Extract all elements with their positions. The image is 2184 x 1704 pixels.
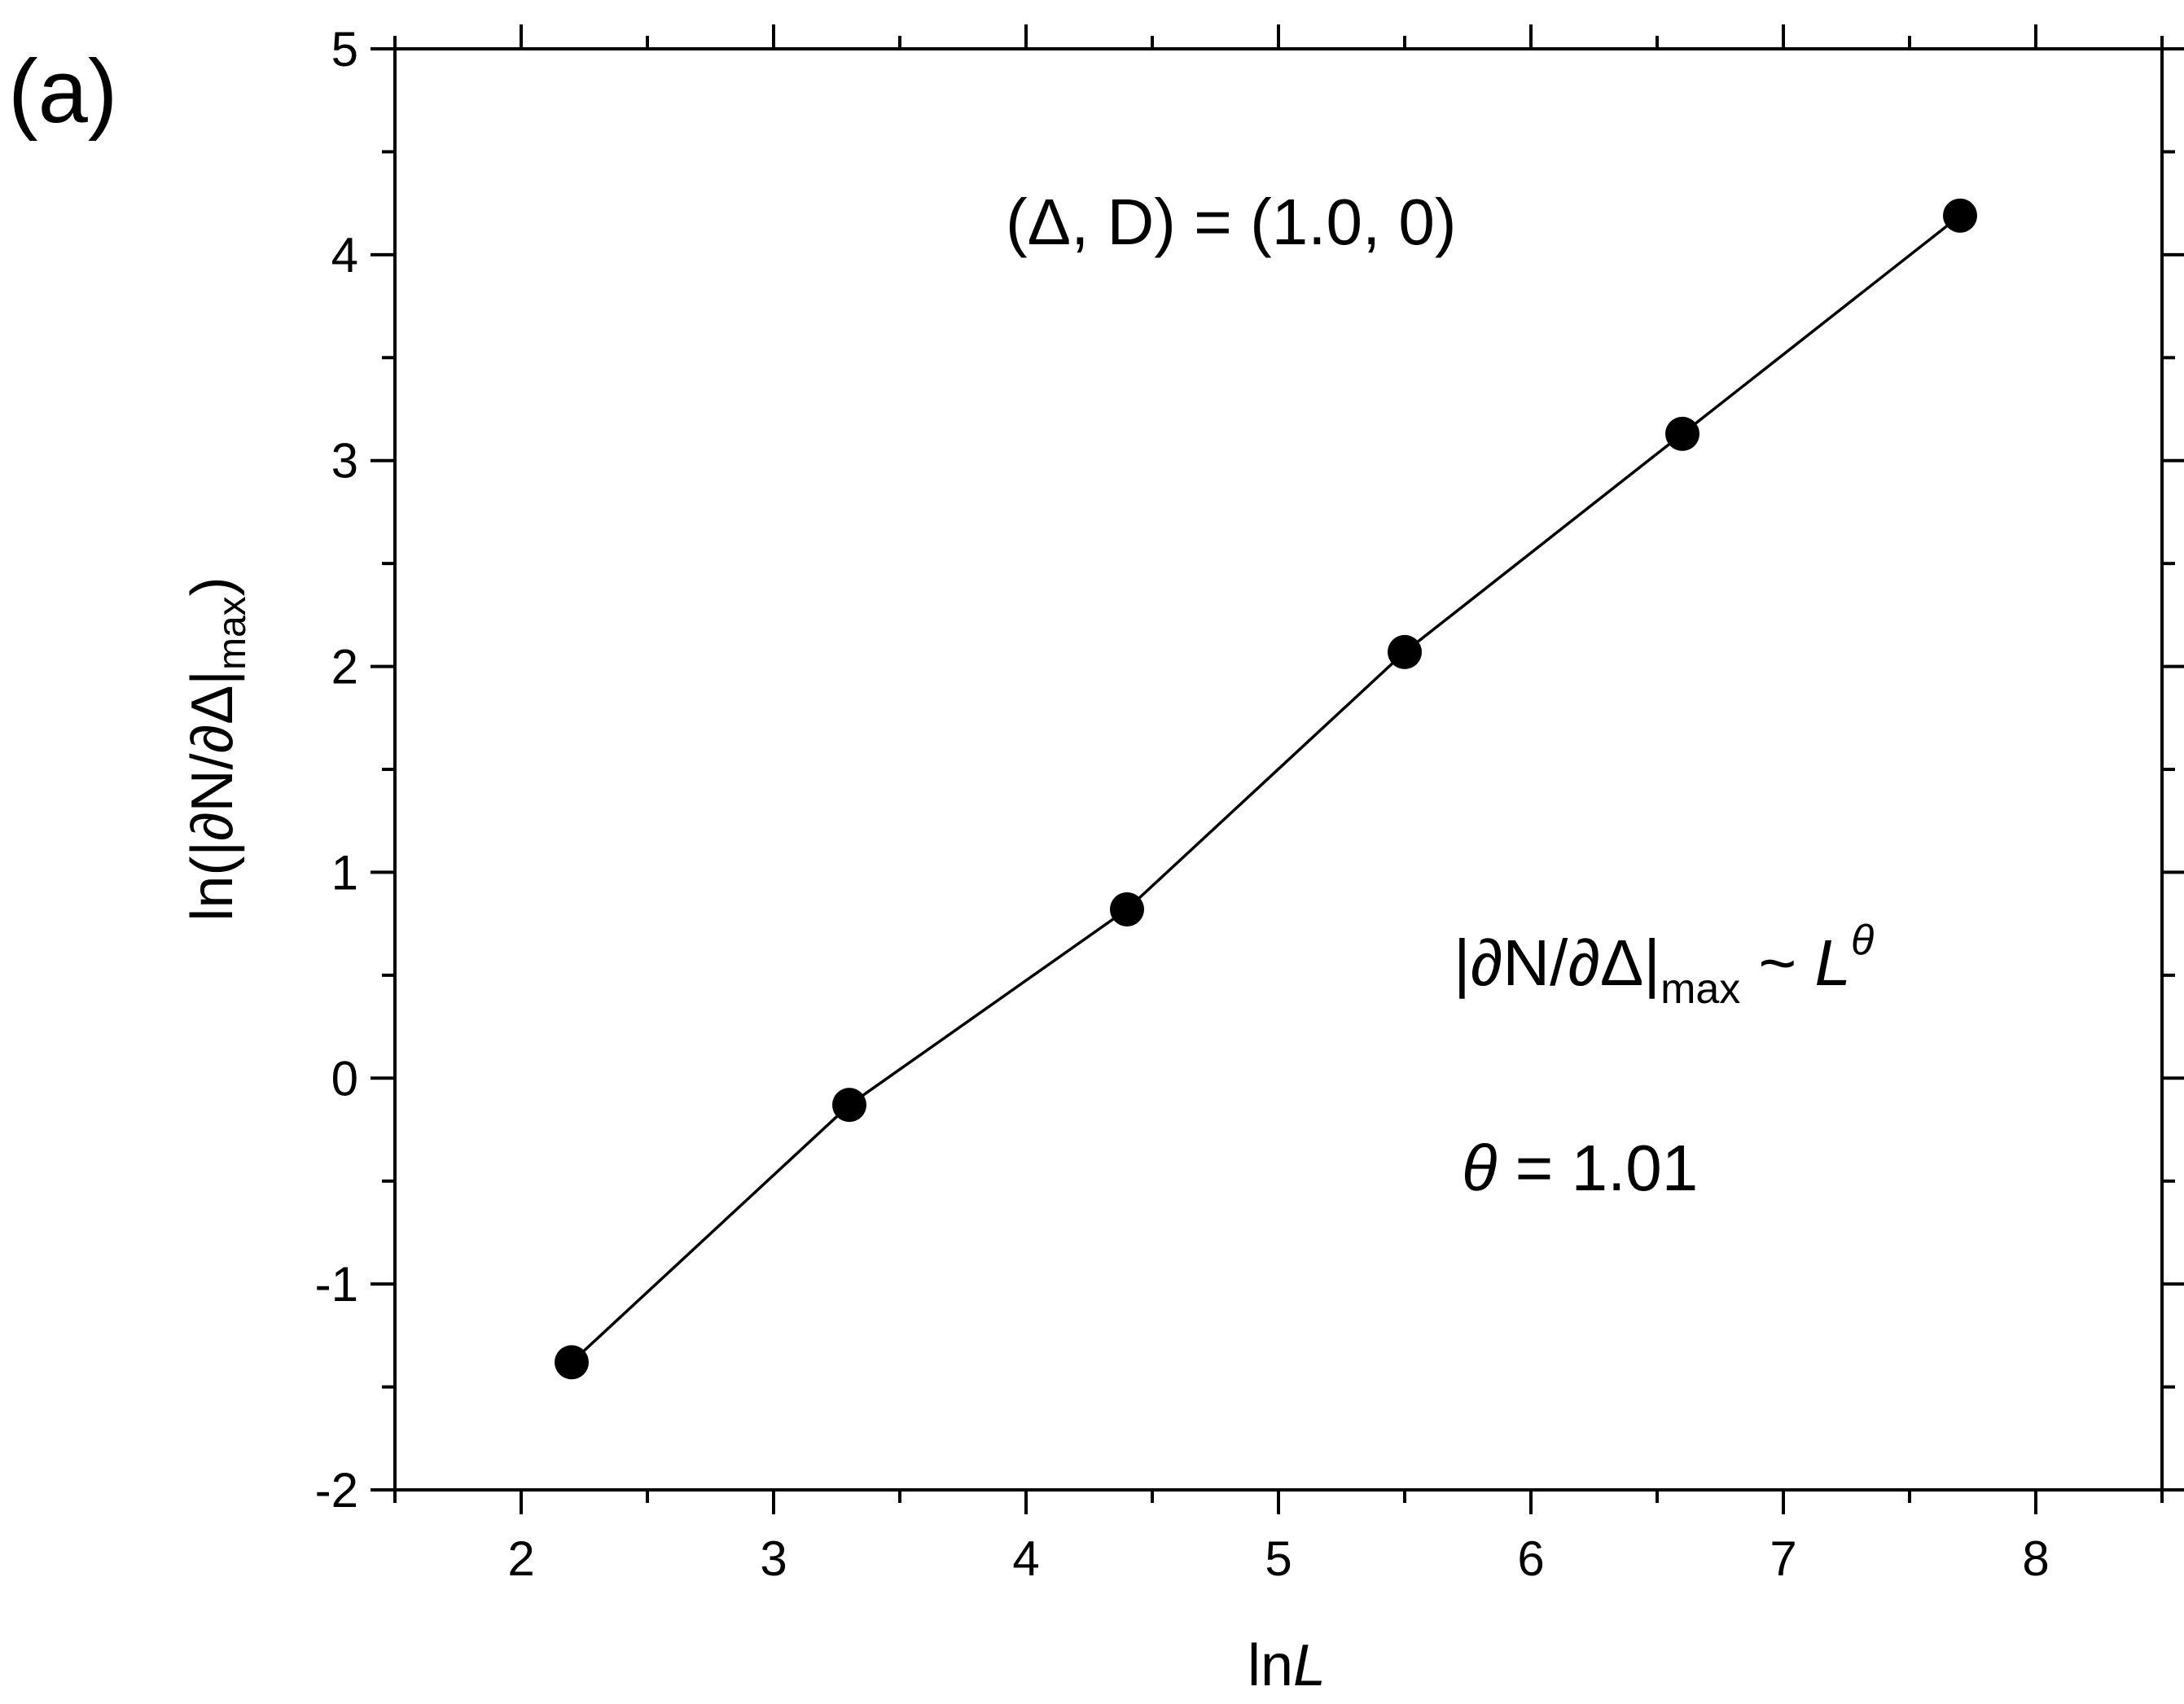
y-axis-label-sub: max: [211, 596, 254, 670]
params-annotation: (Δ, D) = (1.0, 0): [1006, 186, 1457, 258]
data-point: [555, 1345, 589, 1380]
x-axis-label-prefix: ln: [1248, 1633, 1293, 1698]
scaling-op: ~: [1740, 926, 1814, 999]
y-tick-label: 4: [331, 228, 358, 283]
scaling-exp: θ: [1851, 917, 1874, 964]
x-tick-label: 6: [1517, 1531, 1544, 1586]
y-tick-label: -2: [315, 1463, 358, 1518]
x-tick-label: 3: [760, 1531, 787, 1586]
y-tick-label: -1: [315, 1257, 358, 1312]
theta-value: = 1.01: [1497, 1132, 1698, 1204]
y-axis-label: ln(|∂N/∂Δ|max): [180, 576, 254, 921]
panel-label: (a): [8, 42, 117, 142]
y-axis-label-main: ln(|∂N/∂Δ|: [180, 670, 245, 922]
scaling-sub: max: [1660, 966, 1740, 1013]
theta-symbol: θ: [1462, 1132, 1497, 1204]
scaling-lhs: |∂N/∂Δ|: [1454, 926, 1660, 999]
series-line: [570, 214, 1962, 1364]
data-point: [832, 1088, 866, 1123]
x-tick-label: 2: [507, 1531, 534, 1586]
scaling-L: L: [1814, 926, 1851, 999]
data-point: [1943, 198, 1977, 233]
x-axis-label: lnL: [1248, 1633, 1326, 1698]
y-tick-label: 1: [331, 845, 358, 900]
y-tick-label: 5: [331, 22, 358, 77]
y-tick-label: 3: [331, 434, 358, 488]
scaling-annotation: |∂N/∂Δ|max ~ Lθ: [1454, 917, 1874, 1013]
data-point: [1110, 891, 1144, 926]
tick-labels: 2 3 4 5 6 7 8 -2 -1 0 1 2 3 4 5: [315, 22, 2050, 1586]
theta-annotation: θ = 1.01: [1462, 1132, 1698, 1204]
x-tick-label: 4: [1012, 1531, 1039, 1586]
x-tick-label: 8: [2022, 1531, 2049, 1586]
x-tick-label: 7: [1770, 1531, 1796, 1586]
data-series: [555, 198, 1977, 1380]
data-point: [1388, 634, 1422, 669]
y-axis-label-close: ): [180, 576, 245, 596]
y-tick-label: 0: [331, 1051, 358, 1106]
ticks: [371, 24, 2184, 1514]
y-tick-label: 2: [331, 640, 358, 694]
x-tick-label: 5: [1265, 1531, 1292, 1586]
data-point: [1665, 416, 1699, 451]
x-axis-label-var: L: [1293, 1633, 1326, 1698]
